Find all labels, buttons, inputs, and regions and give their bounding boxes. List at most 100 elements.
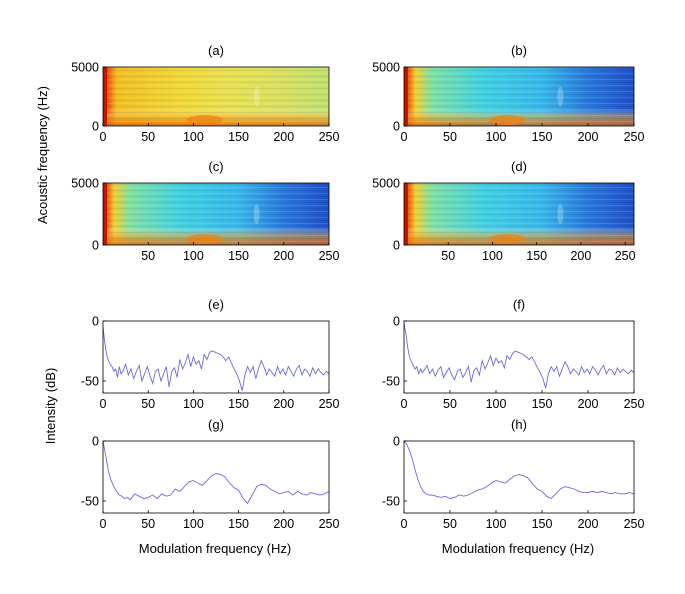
axes-frame-a — [102, 66, 330, 127]
ytick-label-f-0: 0 — [393, 315, 400, 329]
ytick-label-g-0: 0 — [92, 435, 99, 449]
xtick-label-d-3: 200 — [570, 249, 591, 263]
xtick-label-e-1: 50 — [141, 397, 155, 411]
panel-title-a: (a) — [208, 43, 224, 58]
dc-band-b — [404, 67, 408, 126]
dc-band-d — [404, 183, 408, 245]
xtick-label-b-4: 200 — [578, 130, 599, 144]
xtick-label-h-0: 0 — [401, 517, 408, 531]
xtick-label-h-1: 50 — [443, 517, 457, 531]
ytick-label-a-0: 0 — [92, 120, 99, 134]
xtick-label-b-1: 50 — [443, 130, 457, 144]
spectrogram-texture-c — [103, 183, 329, 245]
xtick-label-d-0: 50 — [441, 249, 455, 263]
xtick-label-g-5: 250 — [319, 517, 340, 531]
xtick-label-b-0: 0 — [401, 130, 408, 144]
xtick-label-b-5: 250 — [624, 130, 645, 144]
xtick-label-d-2: 150 — [526, 249, 547, 263]
hotspot-d — [489, 234, 526, 244]
ytick-label-d-1: 5000 — [372, 177, 400, 191]
xtick-label-c-0: 50 — [141, 249, 155, 263]
xtick-label-a-1: 50 — [141, 130, 155, 144]
axes-frame-h — [403, 440, 635, 514]
panel-title-b: (b) — [511, 43, 527, 58]
panel-title-e: (e) — [208, 297, 224, 312]
series-line-f-0 — [403, 323, 635, 389]
series-line-g-0 — [102, 440, 330, 505]
panel-title-h: (h) — [511, 417, 527, 432]
xtick-label-h-5: 250 — [624, 517, 645, 531]
xtick-label-f-1: 50 — [443, 397, 457, 411]
axes-frame-b — [403, 66, 635, 127]
ytick-label-f-1: -50 — [382, 375, 400, 389]
xlabel-right: Modulation frequency (Hz) — [442, 541, 594, 556]
ytick-label-h-0: 0 — [393, 435, 400, 449]
dc-band-a — [103, 67, 107, 126]
xtick-label-h-3: 150 — [532, 517, 553, 531]
xtick-label-f-5: 250 — [624, 397, 645, 411]
spectrogram-texture-d — [404, 183, 634, 245]
xtick-label-a-2: 100 — [183, 130, 204, 144]
streak-a — [253, 86, 260, 107]
hotspot-a — [186, 115, 223, 125]
xtick-label-b-2: 100 — [486, 130, 507, 144]
xtick-label-c-4: 250 — [319, 249, 340, 263]
ylabel-intensity: Intensity (dB) — [43, 368, 58, 445]
hotspot-b — [489, 115, 526, 125]
ytick-label-c-1: 5000 — [71, 177, 99, 191]
xtick-label-d-1: 100 — [482, 249, 503, 263]
xtick-label-d-4: 250 — [615, 249, 636, 263]
xtick-label-f-2: 100 — [486, 397, 507, 411]
xtick-label-g-3: 150 — [228, 517, 249, 531]
streak-b — [557, 86, 564, 107]
plot-bg-f — [404, 321, 634, 393]
ytick-label-g-1: -50 — [81, 495, 99, 509]
xtick-label-g-0: 0 — [100, 517, 107, 531]
xtick-label-h-4: 200 — [578, 517, 599, 531]
xlabel-left: Modulation frequency (Hz) — [139, 541, 291, 556]
xtick-label-b-3: 150 — [532, 130, 553, 144]
panel-c: (c) 50 100 150 200 250 0 5000 — [71, 159, 339, 263]
xtick-label-c-1: 100 — [183, 249, 204, 263]
ytick-label-b-0: 0 — [393, 120, 400, 134]
ytick-label-c-0: 0 — [92, 239, 99, 253]
ytick-label-e-1: -50 — [81, 375, 99, 389]
xtick-label-h-2: 100 — [486, 517, 507, 531]
xtick-label-a-0: 0 — [100, 130, 107, 144]
series-line-h-0 — [403, 440, 635, 500]
panel-title-g: (g) — [208, 417, 224, 432]
xtick-label-c-3: 200 — [273, 249, 294, 263]
xtick-label-f-0: 0 — [401, 397, 408, 411]
ytick-label-b-1: 5000 — [372, 61, 400, 75]
series-line-e-0 — [102, 326, 330, 391]
ytick-label-e-0: 0 — [92, 315, 99, 329]
panel-b: (b) 0 50 100 150 200 250 0 5000 — [372, 43, 644, 144]
axes-frame-d — [403, 182, 635, 246]
xtick-label-a-3: 150 — [228, 130, 249, 144]
panel-title-d: (d) — [511, 159, 527, 174]
xtick-label-f-4: 200 — [578, 397, 599, 411]
xtick-label-c-2: 150 — [228, 249, 249, 263]
xtick-label-f-3: 150 — [532, 397, 553, 411]
panel-d: (d) 50 100 150 200 250 0 5000 — [372, 159, 635, 263]
panel-title-c: (c) — [208, 159, 223, 174]
xtick-label-e-2: 100 — [183, 397, 204, 411]
axes-frame-e — [102, 320, 330, 394]
streak-c — [253, 204, 260, 224]
xtick-label-g-1: 50 — [141, 517, 155, 531]
xtick-label-e-5: 250 — [319, 397, 340, 411]
xtick-label-g-2: 100 — [183, 517, 204, 531]
plot-bg-e — [103, 321, 329, 393]
panel-title-f: (f) — [513, 297, 525, 312]
plot-bg-g — [103, 441, 329, 513]
xtick-label-e-4: 200 — [273, 397, 294, 411]
ytick-label-h-1: -50 — [382, 495, 400, 509]
xtick-label-g-4: 200 — [273, 517, 294, 531]
xtick-label-a-5: 250 — [319, 130, 340, 144]
plot-bg-h — [404, 441, 634, 513]
ytick-label-a-1: 5000 — [71, 61, 99, 75]
